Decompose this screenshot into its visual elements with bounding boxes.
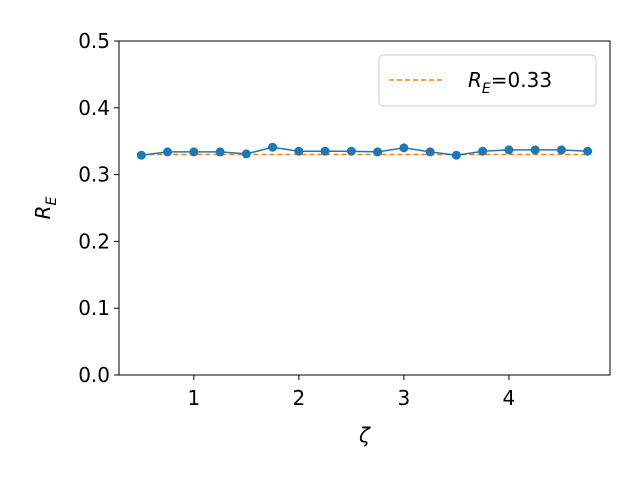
data-point [163,147,173,157]
data-point [294,146,304,156]
plot-frame [118,40,611,376]
data-point [215,147,225,157]
y-tick-label: 0.4 [78,96,110,120]
y-tick-label: 0.0 [78,363,110,387]
y-tick-label: 0.1 [78,296,110,320]
data-point [556,145,566,155]
data-point [346,146,356,156]
data-point [530,145,540,155]
data-point [583,146,593,156]
legend-label: RE=0.33 [468,68,552,97]
data-point [399,143,409,153]
data-point [373,147,383,157]
data-point [478,146,488,156]
x-tick-label: 3 [398,386,411,410]
data-point [320,146,330,156]
x-axis-label: ζ [358,423,371,447]
data-point [241,149,251,159]
data-point [136,150,146,160]
data-point [425,147,435,157]
y-tick-label: 0.5 [78,29,110,53]
x-tick-label: 2 [292,386,305,410]
data-point [189,147,199,157]
legend: RE=0.33 [378,54,597,107]
y-axis-label: RE [31,196,60,219]
y-tick-label: 0.2 [78,229,110,253]
x-tick-label: 1 [187,386,200,410]
data-point [268,142,278,152]
data-point [504,145,514,155]
data-point [451,150,461,160]
legend-box [378,54,597,107]
y-tick-label: 0.3 [78,163,110,187]
x-tick-label: 4 [503,386,516,410]
